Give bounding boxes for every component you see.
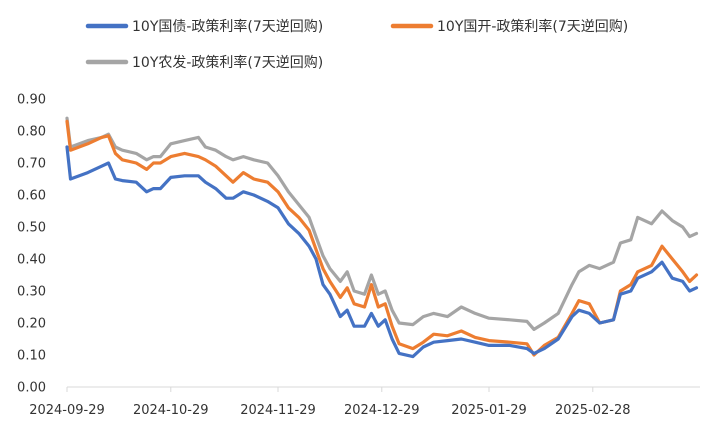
y-tick-label: 0.70 [17,157,46,172]
x-tick-label: 2024-11-29 [240,403,316,418]
series-line-adbc [65,116,699,331]
legend-label-cdb: 10Y国开-政策利率(7天逆回购) [437,18,628,35]
y-tick-label: 0.30 [17,285,46,300]
series-line-treasury [65,145,699,359]
plot-area [65,116,699,359]
y-tick-label: 0.90 [17,93,46,108]
x-tick-label: 2024-12-29 [344,403,420,418]
y-tick-label: 0.40 [17,253,46,268]
y-tick-label: 0.20 [17,317,46,332]
y-tick-label: 0.00 [17,381,46,396]
x-tick-label: 2024-09-29 [29,403,105,418]
series-line-cdb [65,119,699,357]
y-axis: 0.00 0.10 0.20 0.30 0.40 0.50 0.60 0.70 0.80 0.90 [17,93,46,396]
legend: 10Y国债-政策利率(7天逆回购) 10Y国开-政策利率(7天逆回购) 10Y农… [85,18,628,71]
x-tick-label: 2025-02-28 [555,403,631,418]
y-tick-label: 0.80 [17,125,46,140]
x-tick-label: 2024-10-29 [133,403,209,418]
legend-label-treasury: 10Y国债-政策利率(7天逆回购) [132,18,323,35]
y-tick-label: 0.50 [17,221,46,236]
x-axis: 2024-09-29 2024-10-29 2024-11-29 2024-12-29… [29,386,700,418]
y-tick-label: 0.10 [17,349,46,364]
x-tick-label: 2025-01-29 [451,403,527,418]
legend-label-adbc: 10Y农发-政策利率(7天逆回购) [132,54,323,71]
y-tick-label: 0.60 [17,189,46,204]
